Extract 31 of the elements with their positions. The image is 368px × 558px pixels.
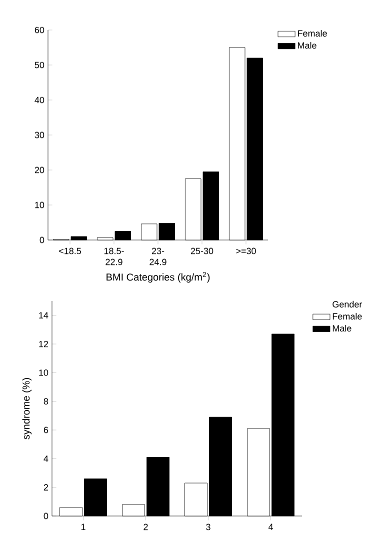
legend-label: Male [298, 42, 316, 49]
y-tick-label: 10 [35, 202, 44, 208]
y-axis-title: syndrome (%) [22, 378, 32, 440]
y-tick-label: 20 [34, 166, 44, 174]
y-tick-label: 6 [44, 426, 48, 434]
y-tick-label: 8 [44, 398, 48, 405]
y-tick-label: 50 [34, 62, 44, 68]
y-tick-label: 2 [44, 484, 48, 490]
y-tick-label: 0 [44, 512, 48, 520]
y-tick-label: 4 [44, 456, 48, 462]
y-tick-label: 30 [34, 132, 44, 138]
x-tick-label: 3 [206, 524, 210, 530]
y-tick-label: 14 [39, 312, 48, 318]
x-tick-label: <18.5 [59, 248, 82, 254]
x-tick-label: 25-30 [190, 248, 214, 254]
y-tick-label: 12 [39, 340, 48, 348]
y-tick-label: 10 [39, 369, 48, 376]
x-tick-label: 18.5-22.9 [104, 248, 124, 266]
x-tick-label: 4 [268, 524, 273, 530]
x-tick-label: 23-24.9 [150, 248, 166, 266]
x-tick-label: 1 [81, 524, 86, 530]
y-tick-label: 0 [40, 236, 44, 244]
legend-label: Female [298, 30, 327, 37]
legend-label: Male [332, 324, 352, 332]
legend-label: Female [332, 312, 362, 320]
y-tick-label: 60 [34, 26, 44, 34]
y-tick-label: 40 [34, 96, 44, 104]
x-tick-label: 2 [144, 524, 148, 530]
x-tick-label: >=30 [236, 248, 256, 254]
legend-title: Gender [332, 300, 362, 308]
x-axis-title: BMI Categories (kg/m$^{2}$) [106, 272, 210, 283]
